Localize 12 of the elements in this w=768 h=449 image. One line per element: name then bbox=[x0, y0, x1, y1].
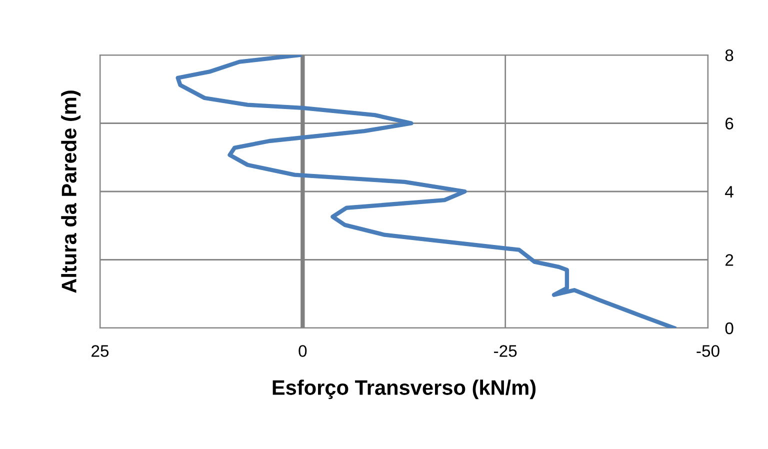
line-series bbox=[176, 55, 676, 328]
x-tick-label: 0 bbox=[298, 345, 307, 357]
y-tick-label: 8 bbox=[725, 49, 734, 62]
y-tick-label: 6 bbox=[726, 118, 734, 130]
x-tick-label: -25 bbox=[494, 345, 517, 357]
y-tick-label: 2 bbox=[726, 254, 734, 266]
y-tick-label: 4 bbox=[725, 186, 734, 198]
x-tick-label: 25 bbox=[92, 345, 109, 357]
y-axis-title: Altura da Parede (m) bbox=[61, 90, 81, 293]
y-tick-label: 0 bbox=[725, 322, 734, 334]
x-axis-title: Esforço Transverso (kN/m) bbox=[272, 380, 536, 400]
x-tick-label: -50 bbox=[696, 345, 720, 357]
